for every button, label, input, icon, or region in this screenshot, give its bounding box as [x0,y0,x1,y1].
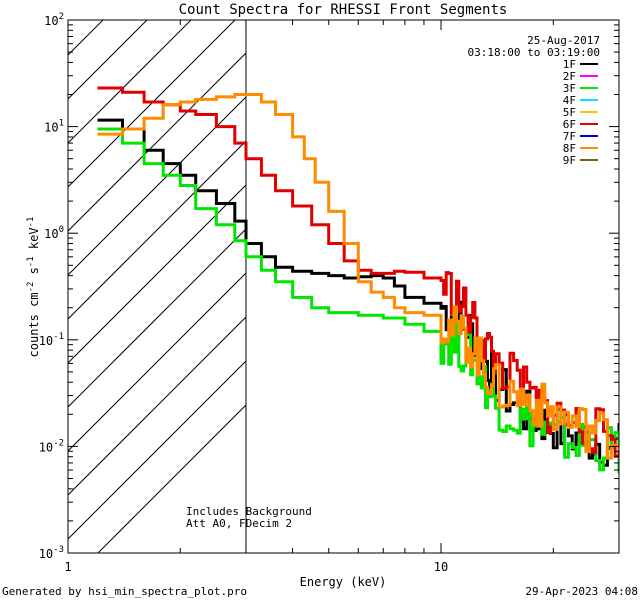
y-tick-label: 102 [44,12,64,28]
hatch-line [97,404,247,553]
hatch-line [68,316,247,496]
x-axis-label: Energy (keV) [300,575,387,589]
hatch-line [68,184,247,364]
legend-label-8F: 8F [563,142,576,155]
footer-timestamp: 29-Apr-2023 04:08 [525,585,638,598]
hatch-line [68,272,247,452]
legend-label-2F: 2F [563,70,576,83]
plot-frame [67,19,620,554]
x-tick-label: 10 [434,560,448,574]
legend-label-5F: 5F [563,106,576,119]
hatch-line [68,20,104,56]
series-8F-line [97,93,619,460]
hatch-line [68,20,192,144]
series-6F-line [97,86,619,458]
annotation-attenuator: Att A0, FDecim 2 [186,517,292,530]
legend-label-6F: 6F [563,118,576,131]
legend-label-1F: 1F [563,58,576,71]
y-tick-label: 10-3 [39,545,64,561]
legend-label-9F: 9F [563,154,576,167]
hatched-excluded-region [68,20,247,553]
y-axis-label: counts cm-2 s-1 keV-1 [26,217,41,358]
hatch-line [68,96,247,276]
hatch-line [68,20,148,100]
hatch-line [68,228,247,408]
hatch-line [68,360,247,540]
hatch-line [68,52,247,232]
x-tick-label: 1 [64,560,71,574]
x-axis: 1 10 [64,20,620,574]
legend-date: 25-Aug-2017 [527,34,600,47]
series-3F-line [97,127,619,474]
hatch-line [68,140,247,320]
legend-label-3F: 3F [563,82,576,95]
y-tick-label: 10-1 [39,332,64,348]
legend-time-range: 03:18:00 to 03:19:00 [468,46,600,59]
annotation-background: Includes Background [186,505,312,518]
legend-label-7F: 7F [563,130,576,143]
chart-title: Count Spectra for RHESSI Front Segments [179,2,508,18]
hatch-line [68,20,236,188]
y-axis: 10-3 10-2 10-1 100 101 102 [39,12,619,561]
footer-generated-by: Generated by hsi_min_spectra_plot.pro [2,585,247,598]
y-tick-label: 10-2 [39,438,64,454]
legend-label-4F: 4F [563,94,576,107]
y-tick-label: 100 [44,225,64,241]
y-tick-label: 101 [44,119,64,135]
series-layer [97,86,619,474]
